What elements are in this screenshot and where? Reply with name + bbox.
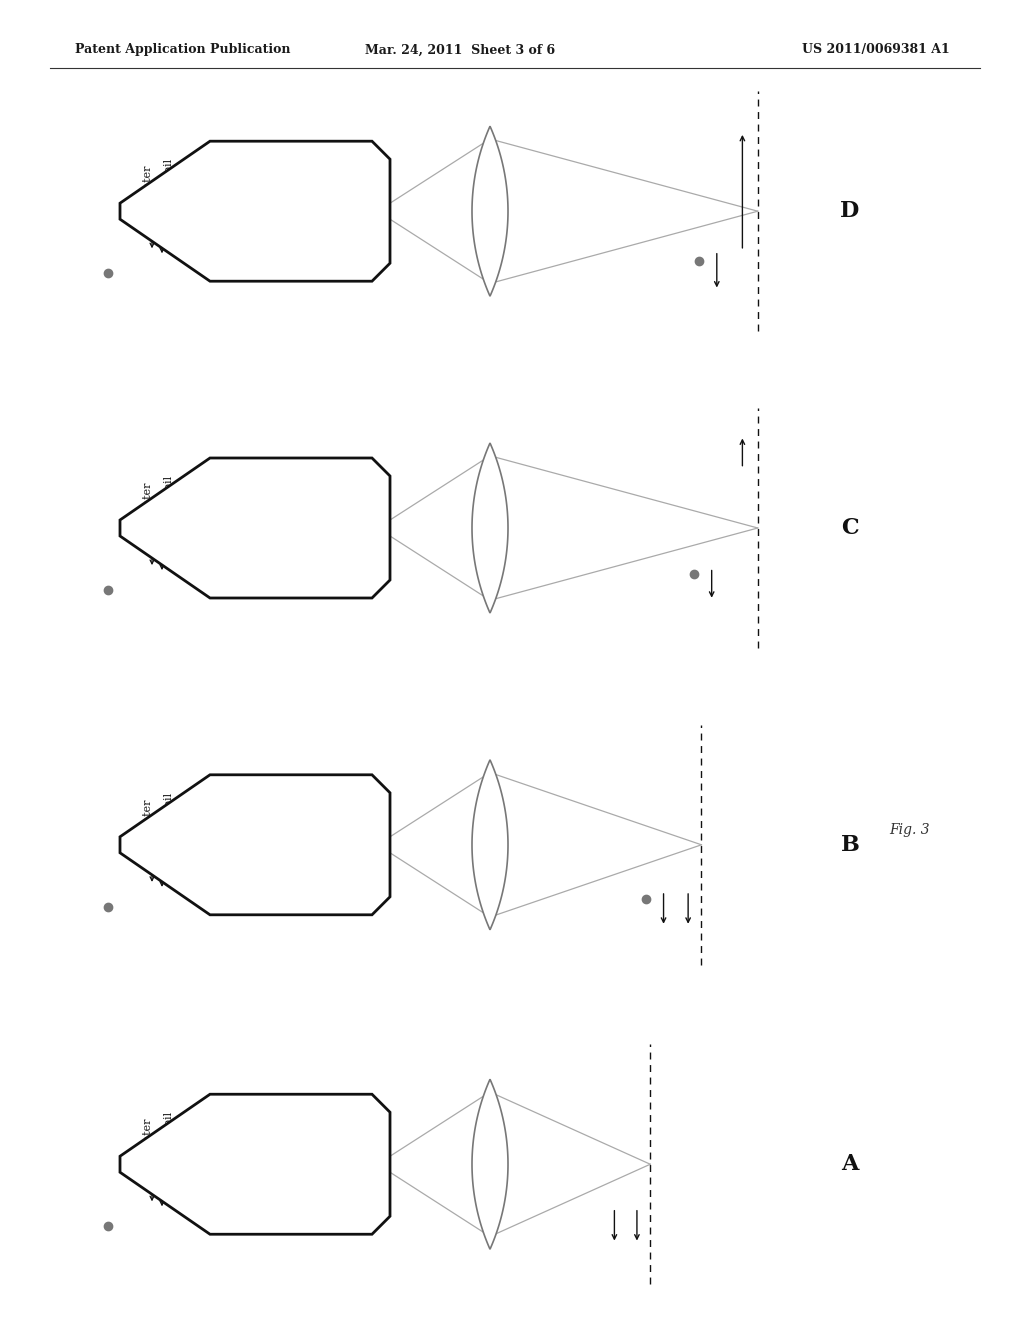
Text: C: C	[841, 517, 859, 539]
Text: US 2011/0069381 A1: US 2011/0069381 A1	[802, 44, 950, 57]
Polygon shape	[472, 444, 508, 612]
Text: B: B	[841, 834, 859, 855]
Text: glass/oil: glass/oil	[163, 792, 173, 838]
Text: glass/oil: glass/oil	[163, 475, 173, 521]
Text: D: D	[841, 201, 859, 222]
Text: glass/oil: glass/oil	[163, 1111, 173, 1158]
Polygon shape	[120, 1094, 390, 1234]
Polygon shape	[120, 775, 390, 915]
Text: water: water	[143, 165, 153, 198]
Text: water: water	[143, 1118, 153, 1151]
Text: Patent Application Publication: Patent Application Publication	[75, 44, 291, 57]
Polygon shape	[472, 127, 508, 296]
Polygon shape	[120, 141, 390, 281]
Polygon shape	[120, 458, 390, 598]
Text: A: A	[842, 1154, 859, 1175]
Text: Mar. 24, 2011  Sheet 3 of 6: Mar. 24, 2011 Sheet 3 of 6	[365, 44, 555, 57]
Text: Fig. 3: Fig. 3	[890, 822, 931, 837]
Text: water: water	[143, 482, 153, 515]
Text: glass/oil: glass/oil	[163, 158, 173, 205]
Polygon shape	[472, 1080, 508, 1249]
Text: water: water	[143, 799, 153, 832]
Polygon shape	[472, 760, 508, 929]
